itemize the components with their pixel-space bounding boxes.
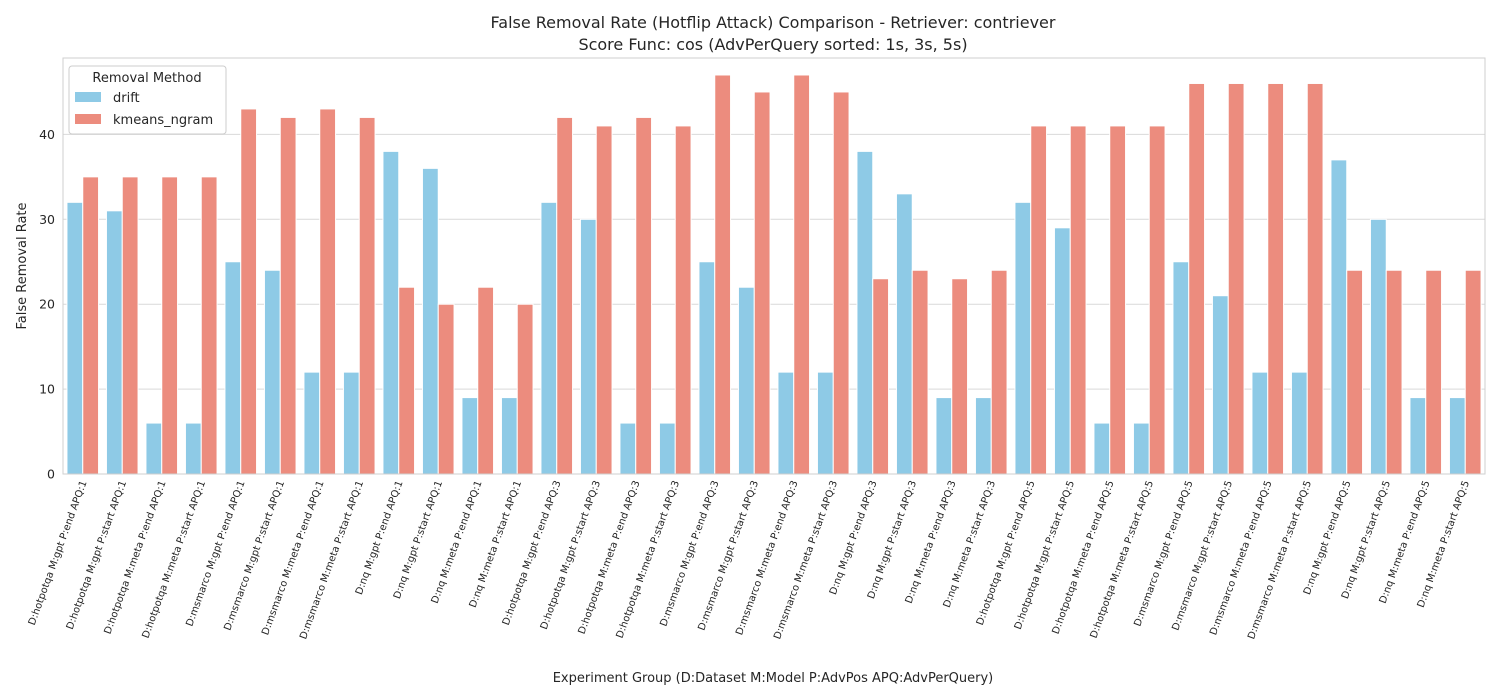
bar-drift-32 bbox=[1330, 159, 1348, 475]
bar-kmeans-ngram-10 bbox=[477, 286, 495, 475]
bar-drift-17 bbox=[737, 286, 755, 475]
bar-kmeans-ngram-11 bbox=[516, 303, 534, 475]
bar-drift-10 bbox=[461, 397, 479, 475]
bar-kmeans-ngram-25 bbox=[1069, 125, 1087, 475]
bar-drift-0 bbox=[66, 201, 84, 475]
y-axis-ticks: 0 10 20 30 40 bbox=[39, 127, 55, 482]
bar-drift-8 bbox=[382, 150, 400, 475]
legend-swatch-kmeans-ngram bbox=[75, 114, 101, 124]
bar-kmeans-ngram-4 bbox=[240, 108, 258, 475]
bar-kmeans-ngram-5 bbox=[279, 116, 297, 475]
legend-box bbox=[68, 65, 227, 135]
bar-drift-5 bbox=[263, 269, 281, 475]
bar-kmeans-ngram-28 bbox=[1188, 82, 1206, 475]
bar-drift-9 bbox=[421, 167, 439, 475]
legend-label-drift: drift bbox=[113, 91, 140, 106]
bar-drift-1 bbox=[105, 210, 123, 475]
bar-kmeans-ngram-6 bbox=[319, 108, 337, 475]
bar-kmeans-ngram-14 bbox=[635, 116, 653, 475]
legend-title: Removal Method bbox=[92, 71, 201, 86]
bar-drift-21 bbox=[895, 193, 913, 475]
bar-drift-27 bbox=[1132, 422, 1150, 475]
bars-layer bbox=[66, 74, 1482, 475]
bar-kmeans-ngram-8 bbox=[398, 286, 416, 475]
bar-kmeans-ngram-20 bbox=[872, 278, 890, 475]
y-axis-label: False Removal Rate bbox=[15, 202, 30, 329]
y-tick-label: 20 bbox=[39, 297, 55, 312]
bar-drift-31 bbox=[1290, 371, 1308, 475]
bar-drift-3 bbox=[184, 422, 202, 475]
bar-drift-30 bbox=[1251, 371, 1269, 475]
bar-kmeans-ngram-15 bbox=[674, 125, 692, 475]
bar-drift-7 bbox=[342, 371, 360, 475]
bar-kmeans-ngram-34 bbox=[1425, 269, 1443, 475]
bar-kmeans-ngram-17 bbox=[753, 91, 771, 475]
bar-drift-28 bbox=[1172, 261, 1190, 475]
bar-drift-25 bbox=[1053, 227, 1071, 475]
bar-kmeans-ngram-2 bbox=[161, 176, 179, 475]
bar-kmeans-ngram-19 bbox=[832, 91, 850, 475]
legend: Removal Method drift kmeans_ngram bbox=[68, 65, 227, 135]
plot-frame bbox=[62, 57, 1486, 475]
x-axis-label: Experiment Group (D:Dataset M:Model P:Ad… bbox=[553, 671, 994, 686]
bar-kmeans-ngram-29 bbox=[1227, 82, 1245, 475]
bar-kmeans-ngram-0 bbox=[82, 176, 100, 475]
bar-drift-13 bbox=[579, 218, 597, 475]
bar-drift-22 bbox=[935, 397, 953, 475]
bar-drift-15 bbox=[658, 422, 676, 475]
bar-kmeans-ngram-32 bbox=[1346, 269, 1364, 475]
y-tick-label: 10 bbox=[39, 382, 55, 397]
bar-drift-18 bbox=[777, 371, 795, 475]
bar-drift-6 bbox=[303, 371, 321, 475]
bar-drift-14 bbox=[619, 422, 637, 475]
bar-drift-12 bbox=[540, 201, 558, 475]
bar-kmeans-ngram-7 bbox=[358, 116, 376, 475]
bar-drift-2 bbox=[145, 422, 163, 475]
bar-drift-33 bbox=[1369, 218, 1387, 475]
bar-kmeans-ngram-9 bbox=[437, 303, 455, 475]
bar-kmeans-ngram-33 bbox=[1385, 269, 1403, 475]
bar-kmeans-ngram-31 bbox=[1306, 82, 1324, 475]
bar-kmeans-ngram-1 bbox=[121, 176, 139, 475]
y-tick-label: 0 bbox=[47, 467, 55, 482]
bar-drift-23 bbox=[974, 397, 992, 475]
bar-kmeans-ngram-3 bbox=[200, 176, 218, 475]
bar-drift-34 bbox=[1409, 397, 1427, 475]
bar-kmeans-ngram-27 bbox=[1148, 125, 1166, 475]
bar-kmeans-ngram-16 bbox=[714, 74, 732, 475]
bar-kmeans-ngram-26 bbox=[1109, 125, 1127, 475]
bar-kmeans-ngram-23 bbox=[990, 269, 1008, 475]
chart-title-line1: False Removal Rate (Hotflip Attack) Comp… bbox=[491, 13, 1056, 32]
bar-kmeans-ngram-13 bbox=[595, 125, 613, 475]
plot-border bbox=[62, 57, 1486, 475]
y-tick-label: 40 bbox=[39, 127, 55, 142]
legend-swatch-drift bbox=[75, 92, 101, 102]
bar-drift-11 bbox=[500, 397, 518, 475]
y-tick-label: 30 bbox=[39, 212, 55, 227]
bar-drift-35 bbox=[1448, 397, 1466, 475]
bar-drift-24 bbox=[1014, 201, 1032, 475]
bar-drift-16 bbox=[698, 261, 716, 475]
legend-label-kmeans-ngram: kmeans_ngram bbox=[113, 113, 213, 128]
bar-drift-4 bbox=[224, 261, 242, 475]
bar-kmeans-ngram-35 bbox=[1464, 269, 1482, 475]
bar-drift-20 bbox=[856, 150, 874, 475]
bar-kmeans-ngram-21 bbox=[911, 269, 929, 475]
bar-kmeans-ngram-22 bbox=[951, 278, 969, 475]
bar-kmeans-ngram-12 bbox=[556, 116, 574, 475]
bar-drift-19 bbox=[816, 371, 834, 475]
bar-kmeans-ngram-24 bbox=[1030, 125, 1048, 475]
bar-kmeans-ngram-30 bbox=[1267, 82, 1285, 475]
bar-kmeans-ngram-18 bbox=[793, 74, 811, 475]
chart-title-line2: Score Func: cos (AdvPerQuery sorted: 1s,… bbox=[578, 35, 967, 54]
bar-drift-26 bbox=[1093, 422, 1111, 475]
bar-drift-29 bbox=[1211, 295, 1229, 475]
x-axis-ticks: D:hotpotqa M:gpt P:end APQ:1D:hotpotqa M… bbox=[27, 479, 1472, 641]
